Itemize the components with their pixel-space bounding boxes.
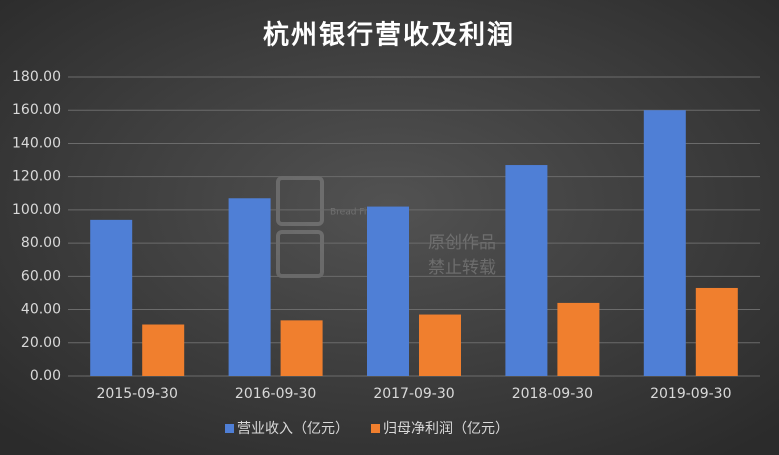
legend-label: 营业收入（亿元） (237, 421, 349, 437)
y-tick-label: 80.00 (21, 235, 61, 251)
y-tick-label: 60.00 (21, 268, 61, 284)
bar (228, 198, 271, 376)
watermark-text: Bread Finance (330, 208, 394, 218)
y-tick-label: 180.00 (12, 69, 61, 85)
bar (367, 206, 409, 376)
bar (695, 287, 738, 376)
y-tick-label: 20.00 (21, 335, 61, 351)
legend-label: 归母净利润（亿元） (383, 420, 509, 437)
y-tick-label: 140.00 (12, 135, 61, 151)
y-tick-label: 160.00 (12, 102, 61, 118)
x-tick-label: 2016-09-30 (235, 386, 316, 402)
legend-swatch (371, 424, 380, 433)
bar (419, 314, 461, 376)
bar (90, 219, 133, 376)
chart-title: 杭州银行营收及利润 (263, 20, 515, 51)
bar (557, 302, 600, 376)
x-tick-label: 2017-09-30 (373, 386, 454, 402)
x-tick-label: 2015-09-30 (97, 386, 178, 402)
x-tick-label: 2018-09-30 (512, 386, 593, 402)
bar (643, 110, 686, 376)
legend-swatch (225, 424, 234, 433)
bar (142, 324, 185, 376)
y-tick-label: 40.00 (21, 302, 61, 318)
bar (505, 165, 548, 376)
x-tick-label: 2019-09-30 (650, 386, 731, 402)
y-tick-label: 100.00 (12, 202, 61, 218)
y-tick-label: 120.00 (12, 169, 61, 185)
watermark-text: 禁止转载 (428, 258, 496, 278)
y-tick-label: 0.00 (30, 368, 61, 384)
bar (280, 320, 323, 376)
